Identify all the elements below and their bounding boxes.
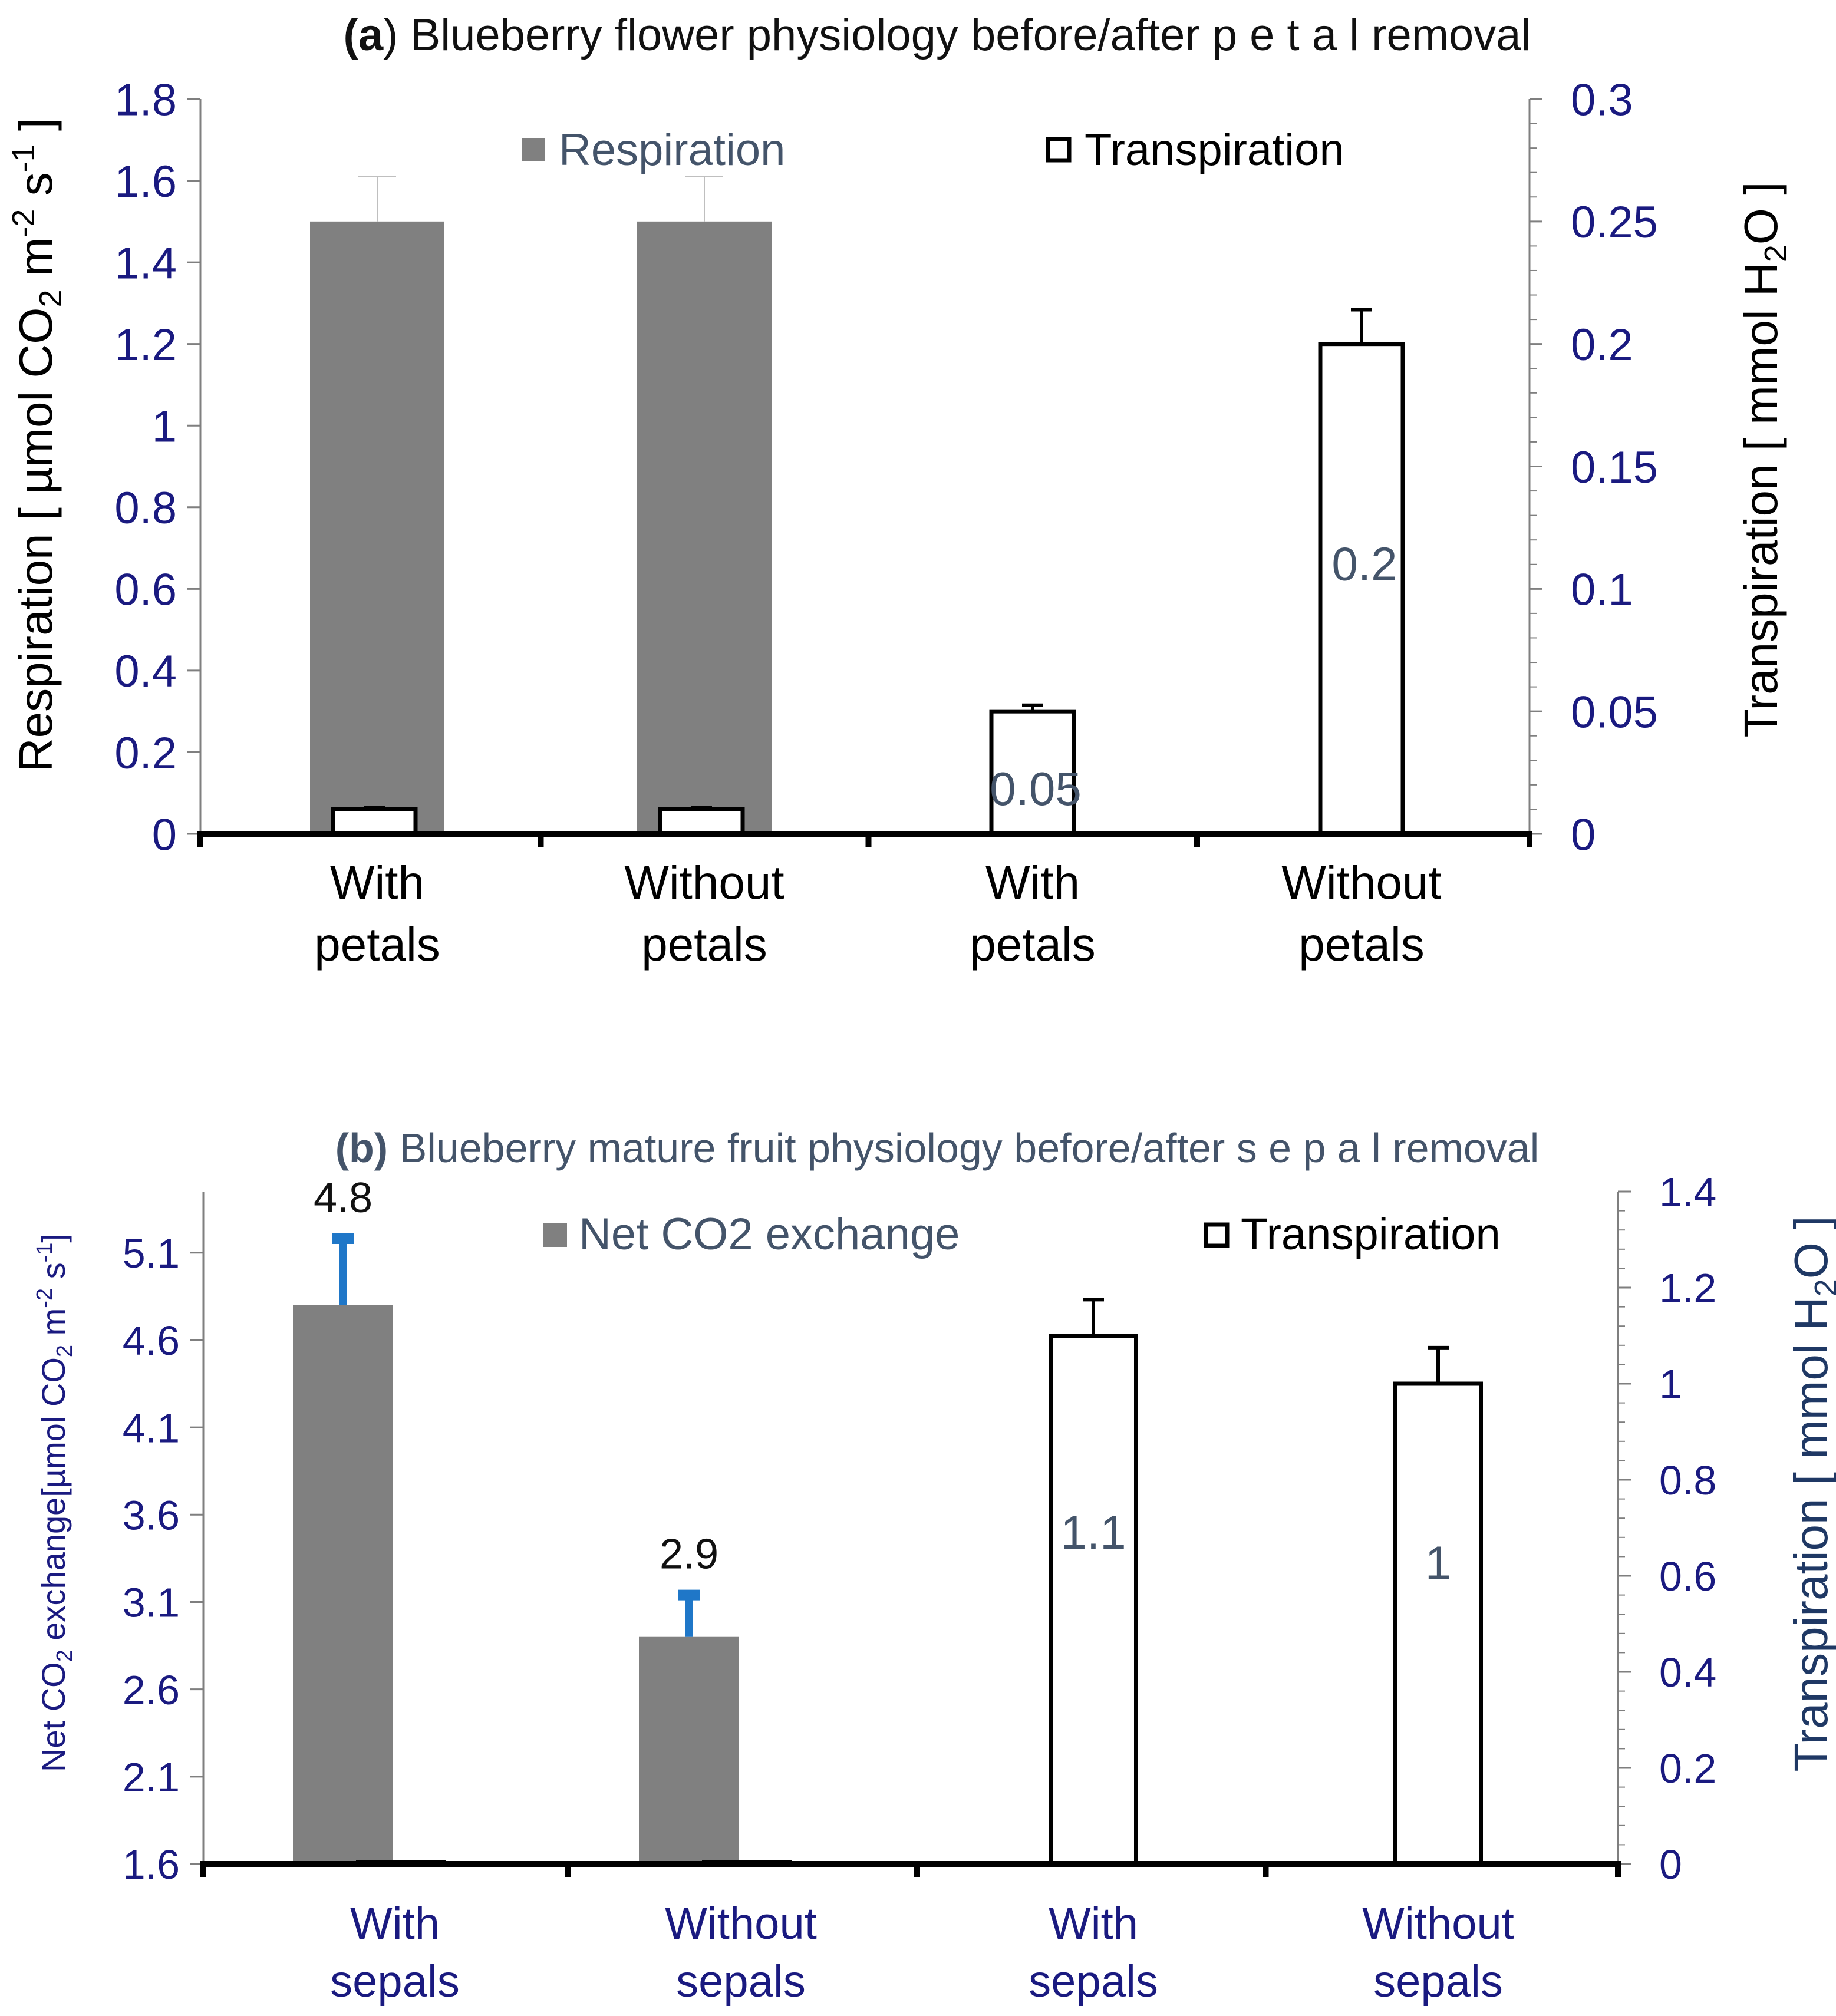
y-right-tick-label: 1.4 — [1659, 1169, 1716, 1215]
y-left-tick-label: 4.1 — [123, 1405, 180, 1451]
y-right-tick-label: 0.1 — [1571, 565, 1633, 615]
y-right-tick-label: 0.8 — [1659, 1457, 1716, 1503]
panel-b-chart: (b) Blueberry mature fruit physiology be… — [32, 1125, 1836, 2007]
x-category-label: Without — [624, 856, 784, 909]
panel-a-legend-transpiration: Transpiration — [1085, 125, 1344, 175]
data-label: 1.1 — [1060, 1506, 1126, 1559]
y-left-tick-label: 2.6 — [123, 1667, 180, 1713]
x-category-label: With — [1049, 1899, 1138, 1949]
y-right-tick-label: 0.15 — [1571, 443, 1658, 493]
y-left-tick-label: 1.2 — [114, 320, 177, 370]
x-category-label: sepals — [330, 1956, 460, 2007]
x-category-label: petals — [641, 918, 767, 971]
y-left-tick-label: 1.4 — [114, 238, 177, 288]
x-category-label: sepals — [676, 1956, 806, 2007]
bar-transpiration — [1049, 1334, 1138, 1866]
x-category-label: petals — [314, 918, 440, 971]
y-left-tick-label: 2.1 — [123, 1754, 180, 1800]
y-right-tick-label: 1 — [1659, 1361, 1682, 1407]
panel-a-chart: (a) Blueberry flower physiology before/a… — [6, 10, 1794, 971]
y-left-tick-label: 1.6 — [114, 157, 177, 207]
y-right-tick-label: 0.05 — [1571, 688, 1658, 738]
y-left-tick-label: 3.6 — [123, 1492, 180, 1538]
bar-transpiration — [989, 709, 1076, 836]
bar-transpiration — [1393, 1381, 1483, 1866]
panel-a-title: (a) Blueberry flower physiology before/a… — [344, 10, 1531, 60]
x-category-label: sepals — [1029, 1956, 1158, 2007]
y-left-tick-label: 1.6 — [123, 1842, 180, 1888]
panel-b-legend-net-co2: Net CO2 exchange — [579, 1209, 960, 1259]
y-right-tick-label: 0.6 — [1659, 1553, 1716, 1599]
x-category-label: sepals — [1373, 1956, 1503, 2007]
panel-a-legend-swatch-transpiration — [1046, 137, 1072, 163]
x-category-label: With — [985, 856, 1080, 909]
panel-b-legend-transpiration: Transpiration — [1241, 1209, 1501, 1259]
x-category-label: petals — [1298, 918, 1424, 971]
bar-net-co2-exchange — [293, 1305, 393, 1864]
bar-net-co2-exchange — [639, 1636, 739, 1864]
panel-a-legend-swatch-respiration — [522, 138, 545, 161]
y-right-tick-label: 0.4 — [1659, 1649, 1716, 1695]
y-left-tick-label: 5.1 — [123, 1230, 180, 1276]
x-category-label: Without — [665, 1899, 817, 1949]
data-label: 2.9 — [660, 1531, 718, 1578]
data-label: 0.2 — [1331, 537, 1397, 590]
x-category-label: Without — [1362, 1899, 1514, 1949]
data-label: 0.05 — [990, 763, 1082, 815]
y-left-tick-label: 3.1 — [123, 1580, 180, 1626]
bar-respiration — [637, 221, 772, 834]
y-right-tick-label: 0.25 — [1571, 197, 1658, 248]
x-category-label: Without — [1281, 856, 1441, 909]
panel-b-legend-swatch-net-co2 — [543, 1223, 567, 1247]
y-left-tick-label: 1 — [152, 402, 177, 452]
data-label: 4.8 — [314, 1174, 373, 1222]
panel-b-y-axis-right-label: Transpiration [ mmol H2O ] — [1785, 1216, 1836, 1772]
bar-transpiration — [331, 807, 418, 836]
bar-respiration — [310, 221, 444, 834]
y-left-tick-label: 0.6 — [114, 565, 177, 615]
y-right-tick-label: 0.3 — [1571, 75, 1633, 125]
y-left-tick-label: 0.4 — [114, 646, 177, 697]
x-category-label: petals — [970, 918, 1095, 971]
y-right-tick-label: 0 — [1571, 810, 1596, 860]
panel-b-legend-swatch-transpiration — [1204, 1222, 1230, 1248]
y-right-tick-label: 0.2 — [1659, 1746, 1716, 1791]
panel-b-y-axis-left-label: Net CO2 exchange[µmol CO2 m-2 s-1] — [32, 1233, 77, 1772]
data-label: 1 — [1425, 1537, 1452, 1589]
y-left-tick-label: 1.8 — [114, 75, 177, 125]
panel-a-y-axis-left-label: Respiration [ µmol CO2 m-2 s-1 ] — [6, 118, 68, 772]
y-right-tick-label: 0 — [1659, 1842, 1682, 1888]
panel-a-plot-area: 0 0.2 0.4 0.6 0.8 1 1.2 1.4 1.6 1.8 0 0.05 0.1 0.15 0.… — [114, 75, 1658, 971]
panel-a-legend-respiration: Respiration — [559, 125, 785, 175]
y-right-tick-label: 0.2 — [1571, 320, 1633, 370]
y-left-tick-label: 0 — [152, 810, 177, 860]
x-category-label: With — [330, 856, 424, 909]
panel-b-plot-area: 1.6 2.1 2.6 3.1 3.6 4.1 4.6 5.1 0 0.2 0.4 0.6 0.8 1 1.… — [123, 1169, 1717, 2007]
y-left-tick-label: 4.6 — [123, 1318, 180, 1364]
y-left-tick-label: 0.2 — [114, 728, 177, 778]
y-right-tick-label: 1.2 — [1659, 1265, 1716, 1311]
panel-b-title: (b) Blueberry mature fruit physiology be… — [335, 1125, 1540, 1171]
panel-a-y-axis-right-label: Transpiration [ mmol H2O ] — [1735, 182, 1794, 738]
bar-transpiration — [658, 807, 745, 836]
x-category-label: With — [350, 1899, 440, 1949]
y-left-tick-label: 0.8 — [114, 483, 177, 533]
